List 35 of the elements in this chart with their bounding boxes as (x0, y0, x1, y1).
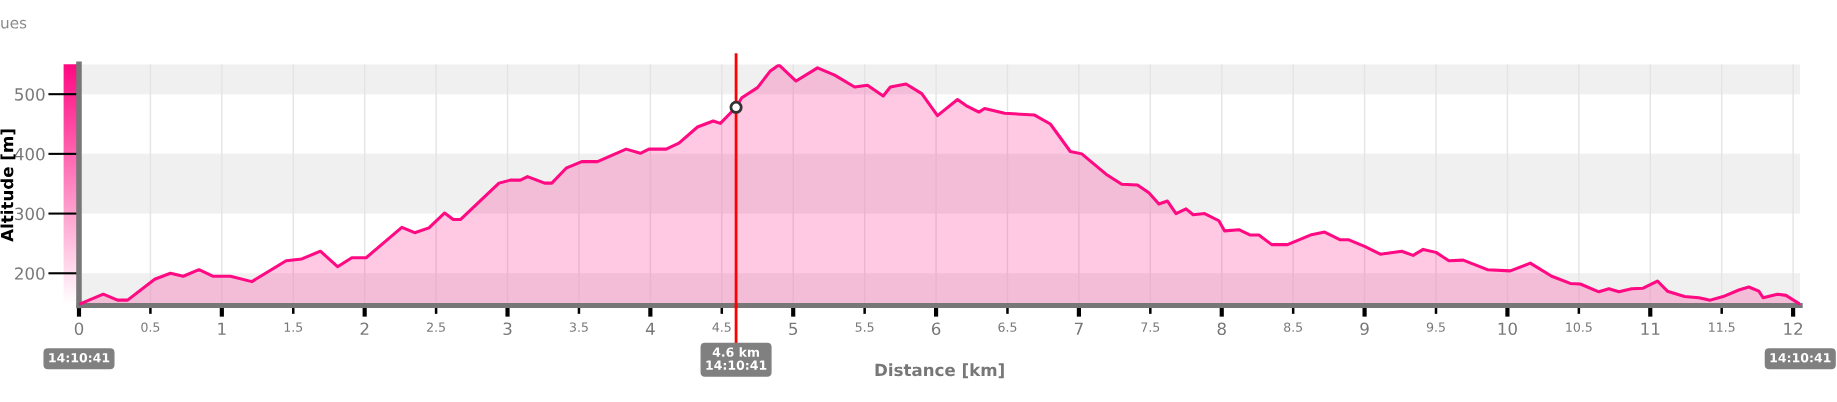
x-tick-label: 2.5 (427, 322, 445, 332)
x-tick-label: 0.5 (141, 322, 160, 332)
x-tick-label: 1 (218, 322, 226, 335)
x-tick-label: 5.5 (855, 322, 874, 332)
x-tick-label: 4.5 (712, 322, 731, 332)
x-tick-label: 11.5 (1709, 322, 1735, 332)
x-tick-label: 8.5 (1284, 322, 1303, 332)
x-tick-label: 6 (931, 322, 941, 336)
x-tick-label: 3 (503, 322, 512, 336)
x-tick-label: 0 (74, 322, 84, 336)
x-axis-title: Distance [km] (875, 363, 1004, 379)
y-tick-label: 200 (15, 267, 45, 280)
x-tick-label: 10 (1498, 322, 1517, 336)
text: 14:10:41 (49, 352, 110, 363)
y-tick-label: 300 (15, 207, 45, 221)
x-tick-label: 10.5 (1566, 322, 1592, 332)
x-tick-label: 7.5 (1141, 322, 1160, 332)
x-tick-label: 2 (360, 322, 369, 335)
x-tick-label: 9.5 (1426, 322, 1445, 332)
chart-title: ues (1, 19, 27, 29)
ref-line-label: 4.6 km 14:10:41 (706, 347, 767, 370)
x-tick-label: 9 (1360, 322, 1369, 336)
x-tick-label: 5 (789, 322, 798, 336)
x-tick-label: 3.5 (569, 322, 588, 332)
text: 14:10:41 (1770, 352, 1831, 363)
x-tick-label: 6.5 (998, 322, 1017, 332)
x-tick-label: 4 (645, 322, 655, 335)
x-tick-label: 7 (1074, 322, 1083, 335)
y-tick-label: 500 (15, 88, 45, 101)
x-tick-label: 12 (1784, 322, 1803, 335)
y-tick-label: 400 (14, 147, 45, 161)
x-tick-label: 8 (1217, 322, 1226, 336)
x-tick-label: 11 (1641, 322, 1660, 335)
x-tick-label: 1.5 (284, 322, 303, 332)
y-axis-title: Altitude [m] (0, 129, 16, 242)
